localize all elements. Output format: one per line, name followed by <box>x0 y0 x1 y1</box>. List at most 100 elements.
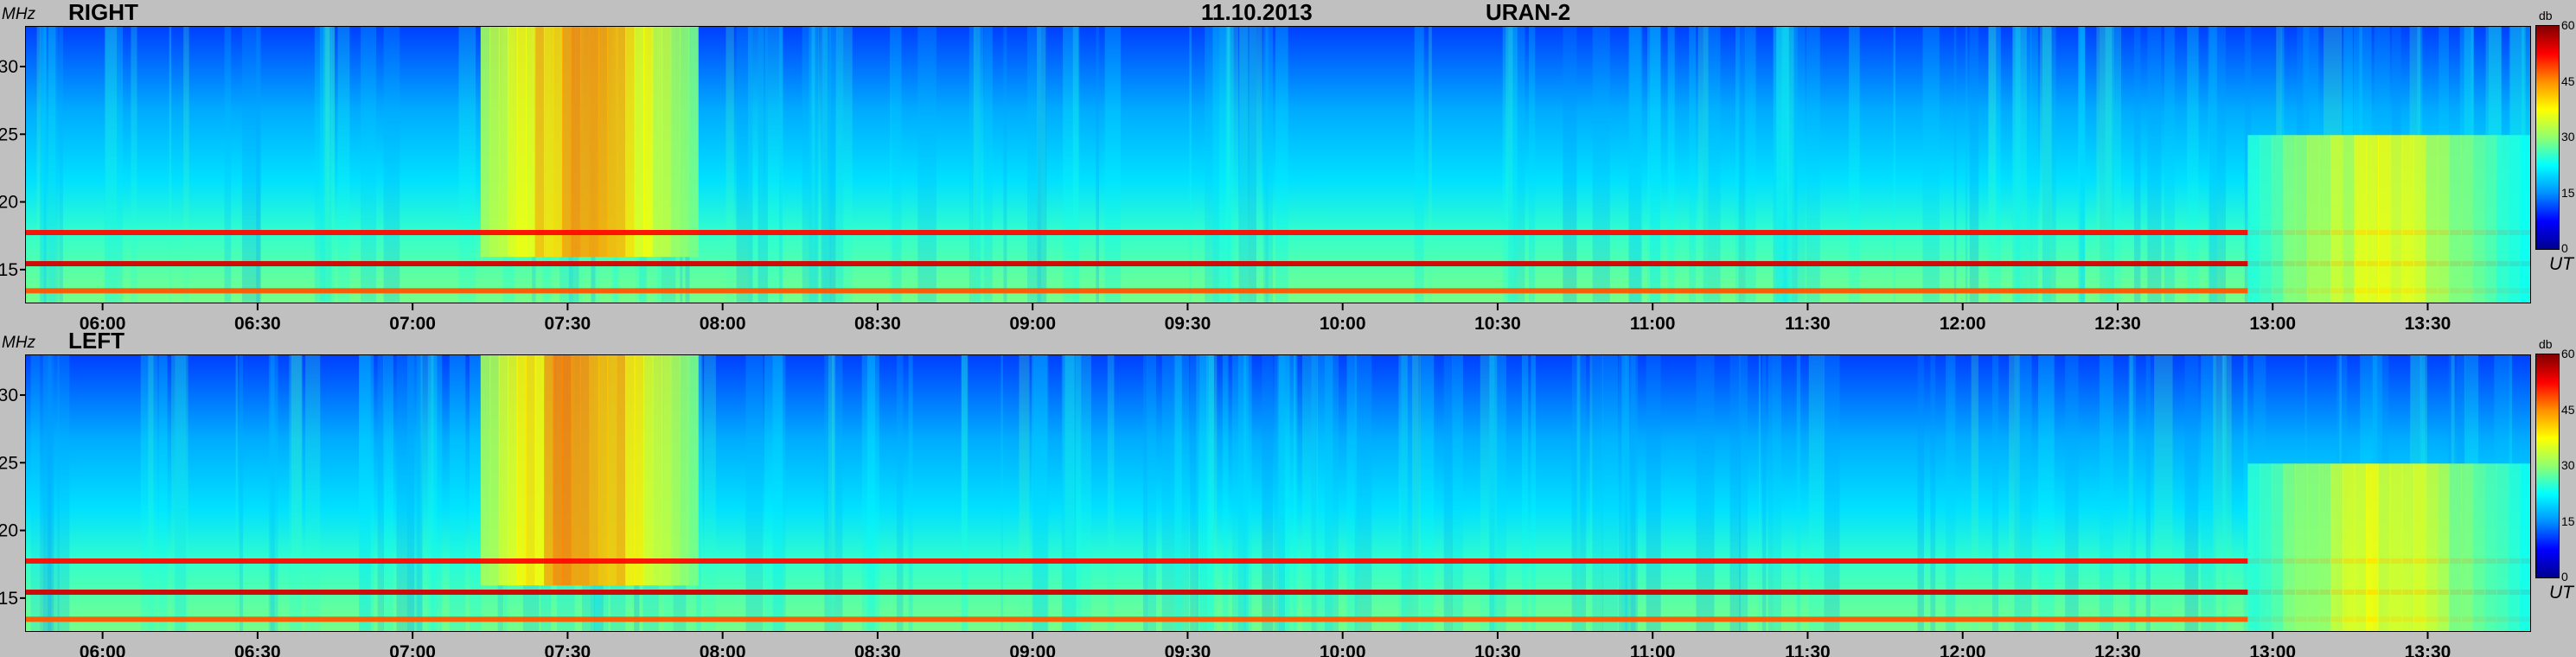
x-tick-label: 10:30 <box>1474 314 1521 334</box>
axes: 06:00 06:30 07:00 07:30 08:00 08:30 09:00 09:30… <box>0 57 2451 334</box>
emission-column <box>2389 135 2403 303</box>
texture-stripe <box>2208 27 2217 303</box>
emission-column <box>670 355 681 586</box>
emission-column <box>679 355 690 586</box>
texture-stripe <box>1650 27 1660 303</box>
texture-stripe <box>48 355 52 631</box>
texture-stripe <box>822 27 831 303</box>
texture-stripe <box>983 27 993 303</box>
y-tick-label: 30 <box>0 386 18 405</box>
x-tick-label: 12:30 <box>2094 314 2141 334</box>
emission-column <box>489 355 500 586</box>
texture-stripe <box>811 27 815 303</box>
texture-stripe <box>2164 27 2175 303</box>
texture-stripe <box>1735 27 1740 303</box>
x-tick-label: 09:30 <box>1165 314 1211 334</box>
texture-stripe <box>36 27 41 303</box>
colorbar-tick-label: 0 <box>2561 570 2568 584</box>
texture-stripe <box>1739 355 1748 631</box>
y-tick-label: 20 <box>0 193 18 213</box>
texture-stripe <box>1226 27 1231 303</box>
x-tick-label: 13:30 <box>2405 642 2451 657</box>
emission-column <box>534 355 546 586</box>
colorbar-tick-label: 60 <box>2561 347 2575 360</box>
x-tick-label: 12:30 <box>2094 642 2141 657</box>
emission-column <box>2342 135 2355 303</box>
emission-column <box>579 355 591 586</box>
texture-stripe <box>2030 27 2038 303</box>
emission-column <box>571 27 581 258</box>
texture-stripe <box>1346 355 1357 631</box>
texture-stripe <box>696 355 701 631</box>
emission-column <box>508 27 518 258</box>
emission-column <box>2496 463 2509 631</box>
spectrogram-image <box>26 355 2530 631</box>
emission-column <box>625 27 636 258</box>
emission-column <box>2460 463 2474 631</box>
texture-stripe <box>2130 355 2136 631</box>
texture-stripe <box>1991 355 1999 631</box>
emission-column <box>2271 135 2285 303</box>
texture-stripe <box>2080 27 2085 303</box>
emission-column <box>2484 463 2497 631</box>
texture-stripe <box>1576 355 1581 631</box>
emission-column <box>579 27 591 258</box>
y-axis-unit: MHz <box>2 334 36 352</box>
texture-stripe <box>978 27 984 303</box>
texture-stripe <box>330 27 336 303</box>
emission-column <box>2425 463 2439 631</box>
spectrogram-panel-right: RIGHT MHz UT 06:00 06:30 07:00 07:30 08:00 08… <box>0 0 2576 334</box>
texture-stripe <box>1190 355 1199 631</box>
emission-column <box>526 355 536 586</box>
x-tick-label: 08:30 <box>854 642 901 657</box>
texture-stripe <box>1758 355 1761 631</box>
x-tick-label: 08:00 <box>700 314 746 334</box>
texture-stripe <box>270 355 275 631</box>
texture-stripe <box>48 27 56 303</box>
texture-stripe <box>1965 27 1968 303</box>
texture-stripe <box>890 27 892 303</box>
texture-stripe <box>1521 355 1529 631</box>
emission-column <box>2283 463 2297 631</box>
emission-column <box>643 27 654 258</box>
texture-stripe <box>416 355 423 631</box>
texture-stripe <box>1502 27 1506 303</box>
texture-stripe <box>2243 355 2248 631</box>
emission-column <box>598 355 609 586</box>
emission-column <box>2330 463 2343 631</box>
emission-column <box>2508 463 2522 631</box>
texture-stripe <box>239 355 244 631</box>
emission-region <box>480 355 699 586</box>
emission-column <box>2247 135 2261 303</box>
colorbar-tick-label: 15 <box>2561 185 2575 200</box>
emission-column <box>634 27 645 258</box>
x-tick-label: 07:30 <box>545 314 591 334</box>
emission-column <box>2354 463 2368 631</box>
texture-stripe <box>1621 355 1630 631</box>
texture-stripe <box>1930 355 1936 631</box>
emission-column <box>2377 135 2391 303</box>
interference-line <box>26 230 2530 236</box>
emission-column <box>2283 135 2297 303</box>
x-tick-label: 07:00 <box>389 642 436 657</box>
emission-column <box>2271 463 2285 631</box>
texture-stripe <box>1761 355 1767 631</box>
texture-stripe <box>725 27 734 303</box>
texture-stripe <box>892 27 902 303</box>
texture-stripe <box>2223 355 2227 631</box>
emission-column <box>688 355 699 586</box>
emission-column <box>516 27 527 258</box>
texture-stripe <box>1505 27 1513 303</box>
texture-stripe <box>1589 355 1593 631</box>
emission-column <box>2496 135 2509 303</box>
colorbar-tick-label: 45 <box>2561 73 2575 88</box>
texture-stripe <box>1772 355 1781 631</box>
background-field <box>26 355 2530 631</box>
emission-column <box>2366 135 2379 303</box>
texture-stripe <box>291 355 302 631</box>
texture-stripe <box>779 27 783 303</box>
emission-column <box>2437 463 2451 631</box>
emission-column <box>2354 135 2368 303</box>
texture-stripe <box>1174 355 1182 631</box>
texture-stripe <box>40 27 47 303</box>
